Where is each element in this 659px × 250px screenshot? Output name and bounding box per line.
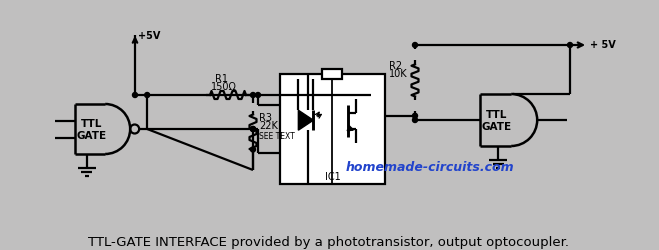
Text: 22K: 22K bbox=[259, 121, 278, 131]
Circle shape bbox=[413, 114, 418, 119]
Circle shape bbox=[567, 43, 573, 48]
Text: 150Ω: 150Ω bbox=[211, 82, 237, 92]
Circle shape bbox=[250, 148, 256, 152]
Text: IC1: IC1 bbox=[325, 171, 341, 181]
Circle shape bbox=[132, 93, 138, 98]
Circle shape bbox=[145, 93, 150, 98]
Circle shape bbox=[413, 118, 418, 123]
FancyBboxPatch shape bbox=[322, 70, 342, 80]
Text: R1: R1 bbox=[215, 74, 229, 84]
Circle shape bbox=[413, 43, 418, 48]
Text: + 5V: + 5V bbox=[590, 40, 616, 50]
Circle shape bbox=[250, 93, 256, 98]
FancyBboxPatch shape bbox=[280, 75, 385, 184]
Text: homemade-circuits.com: homemade-circuits.com bbox=[346, 161, 514, 174]
Text: +5V: +5V bbox=[138, 31, 160, 41]
Text: R3: R3 bbox=[259, 113, 272, 123]
Text: SEE TEXT: SEE TEXT bbox=[259, 132, 295, 141]
Circle shape bbox=[256, 93, 260, 98]
Text: R2: R2 bbox=[389, 61, 402, 71]
Text: TTL
GATE: TTL GATE bbox=[482, 109, 512, 132]
Text: 10K: 10K bbox=[389, 69, 408, 79]
Text: TTL-GATE INTERFACE provided by a phototransistor, output optocoupler.: TTL-GATE INTERFACE provided by a phototr… bbox=[88, 236, 569, 248]
Polygon shape bbox=[299, 111, 313, 131]
Circle shape bbox=[250, 127, 256, 132]
Text: TTL
GATE: TTL GATE bbox=[76, 118, 106, 141]
Circle shape bbox=[250, 127, 256, 132]
